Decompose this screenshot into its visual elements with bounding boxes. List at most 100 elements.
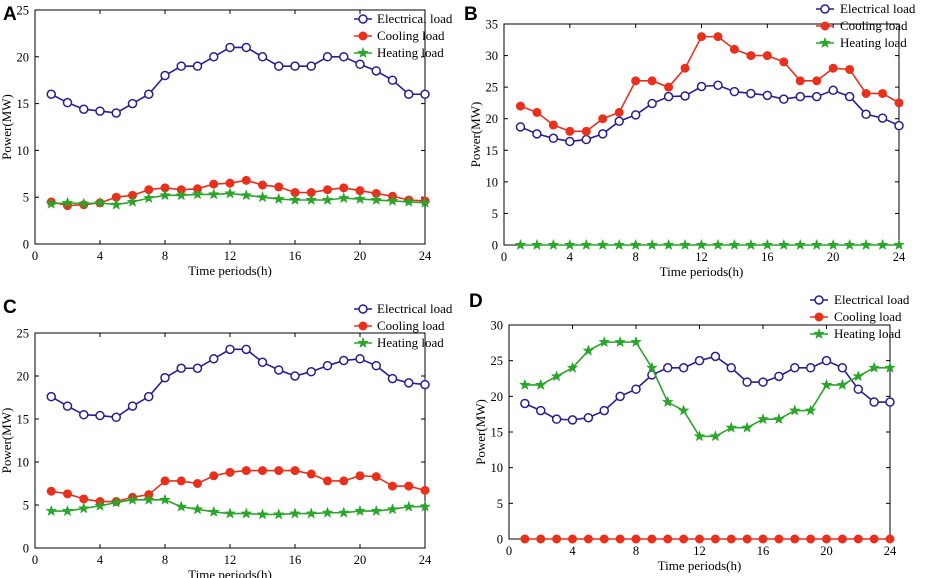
- data-point-electrical: [160, 70, 170, 81]
- y-tick-label: 15: [486, 144, 499, 158]
- data-point-electrical: [713, 80, 723, 90]
- legend-label-electrical: Electrical load: [377, 11, 453, 26]
- data-point-heating: [159, 189, 171, 201]
- data-point-heating: [514, 238, 527, 250]
- y-tick-label: 5: [23, 191, 29, 205]
- series-line-cooling: [51, 469, 426, 503]
- y-tick-label: 20: [17, 50, 30, 64]
- data-point-cooling: [695, 534, 704, 544]
- y-tick-label: 0: [492, 239, 498, 253]
- data-point-cooling: [729, 44, 739, 54]
- data-point-electrical: [339, 52, 349, 62]
- x-tick-label: 16: [289, 249, 302, 263]
- legend-marker-electrical: [814, 295, 824, 305]
- data-point-electrical: [192, 363, 203, 374]
- series-heating: [519, 336, 896, 442]
- data-point-heating: [77, 502, 90, 514]
- data-point-cooling: [241, 466, 251, 476]
- data-point-cooling: [581, 126, 591, 136]
- data-point-cooling: [160, 476, 170, 486]
- data-point-heating: [679, 238, 691, 250]
- data-point-heating: [761, 238, 774, 250]
- data-point-heating: [305, 507, 318, 519]
- data-point-cooling: [631, 76, 641, 86]
- legend-label-heating: Heating load: [377, 45, 444, 60]
- data-point-cooling: [79, 494, 89, 504]
- x-tick-label: 16: [757, 544, 770, 558]
- data-point-cooling: [225, 178, 235, 188]
- data-point-electrical: [663, 91, 674, 102]
- data-point-electrical: [160, 372, 170, 383]
- data-point-electrical: [821, 355, 832, 366]
- data-point-electrical: [176, 363, 186, 374]
- data-point-cooling: [726, 534, 736, 544]
- legend-label-cooling: Cooling load: [377, 318, 445, 333]
- legend-label-electrical: Electrical load: [834, 292, 910, 307]
- data-point-heating: [757, 413, 769, 425]
- data-point-heating: [224, 187, 236, 199]
- data-point-heating: [745, 238, 757, 250]
- data-point-cooling: [176, 476, 186, 486]
- data-point-heating: [386, 503, 399, 515]
- data-point-heating: [321, 193, 334, 205]
- data-point-electrical: [420, 379, 430, 390]
- data-point-electrical: [758, 377, 768, 387]
- data-point-electrical: [726, 363, 736, 373]
- data-point-heating: [629, 238, 642, 250]
- data-point-electrical: [583, 412, 594, 423]
- series-heating: [514, 238, 905, 250]
- series-line-cooling: [520, 35, 900, 133]
- data-point-heating: [191, 188, 204, 200]
- data-point-cooling: [323, 476, 332, 486]
- y-tick-label: 25: [486, 81, 499, 95]
- data-point-heating: [564, 238, 576, 250]
- data-point-cooling: [209, 471, 219, 481]
- data-point-cooling: [565, 126, 575, 136]
- data-point-electrical: [742, 377, 752, 387]
- x-tick-label: 24: [884, 544, 897, 558]
- y-tick-label: 25: [17, 4, 30, 18]
- data-point-cooling: [420, 485, 430, 495]
- data-point-heating: [370, 504, 383, 516]
- series-line-heating: [51, 192, 426, 206]
- y-tick-label: 20: [491, 390, 504, 404]
- data-point-electrical: [225, 42, 235, 53]
- data-point-heating: [519, 378, 531, 390]
- data-point-cooling: [290, 466, 300, 476]
- data-point-cooling: [388, 481, 397, 491]
- data-point-electrical: [515, 122, 526, 132]
- x-tick-label: 8: [162, 553, 168, 567]
- data-point-cooling: [568, 534, 577, 544]
- y-tick-label: 0: [23, 542, 29, 556]
- data-point-heating: [354, 193, 366, 204]
- x-tick-label: 8: [162, 249, 168, 263]
- data-point-electrical: [144, 391, 154, 402]
- legend-label-heating: Heating load: [840, 35, 907, 50]
- data-point-cooling: [790, 534, 800, 544]
- data-point-cooling: [779, 57, 789, 67]
- data-point-electrical: [877, 113, 888, 123]
- series-cooling: [46, 466, 430, 507]
- data-point-electrical: [631, 384, 641, 394]
- data-point-cooling: [894, 98, 904, 108]
- data-point-heating: [534, 378, 547, 390]
- data-point-heating: [893, 238, 905, 250]
- data-point-heating: [596, 238, 609, 250]
- data-point-cooling: [746, 51, 756, 61]
- y-tick-label: 5: [497, 497, 503, 511]
- data-point-electrical: [894, 120, 904, 131]
- x-tick-label: 12: [693, 544, 706, 558]
- x-tick-label: 20: [820, 544, 833, 558]
- data-point-electrical: [355, 354, 365, 364]
- series-line-cooling: [51, 179, 426, 207]
- data-point-electrical: [46, 391, 56, 402]
- data-point-cooling: [404, 481, 414, 491]
- x-tick-label: 24: [419, 249, 432, 263]
- data-point-electrical: [746, 88, 756, 99]
- data-point-cooling: [258, 466, 267, 476]
- data-point-electrical: [663, 363, 673, 373]
- data-point-electrical: [46, 89, 56, 99]
- data-point-cooling: [371, 472, 381, 482]
- x-axis-label: Time periods(h): [660, 264, 744, 279]
